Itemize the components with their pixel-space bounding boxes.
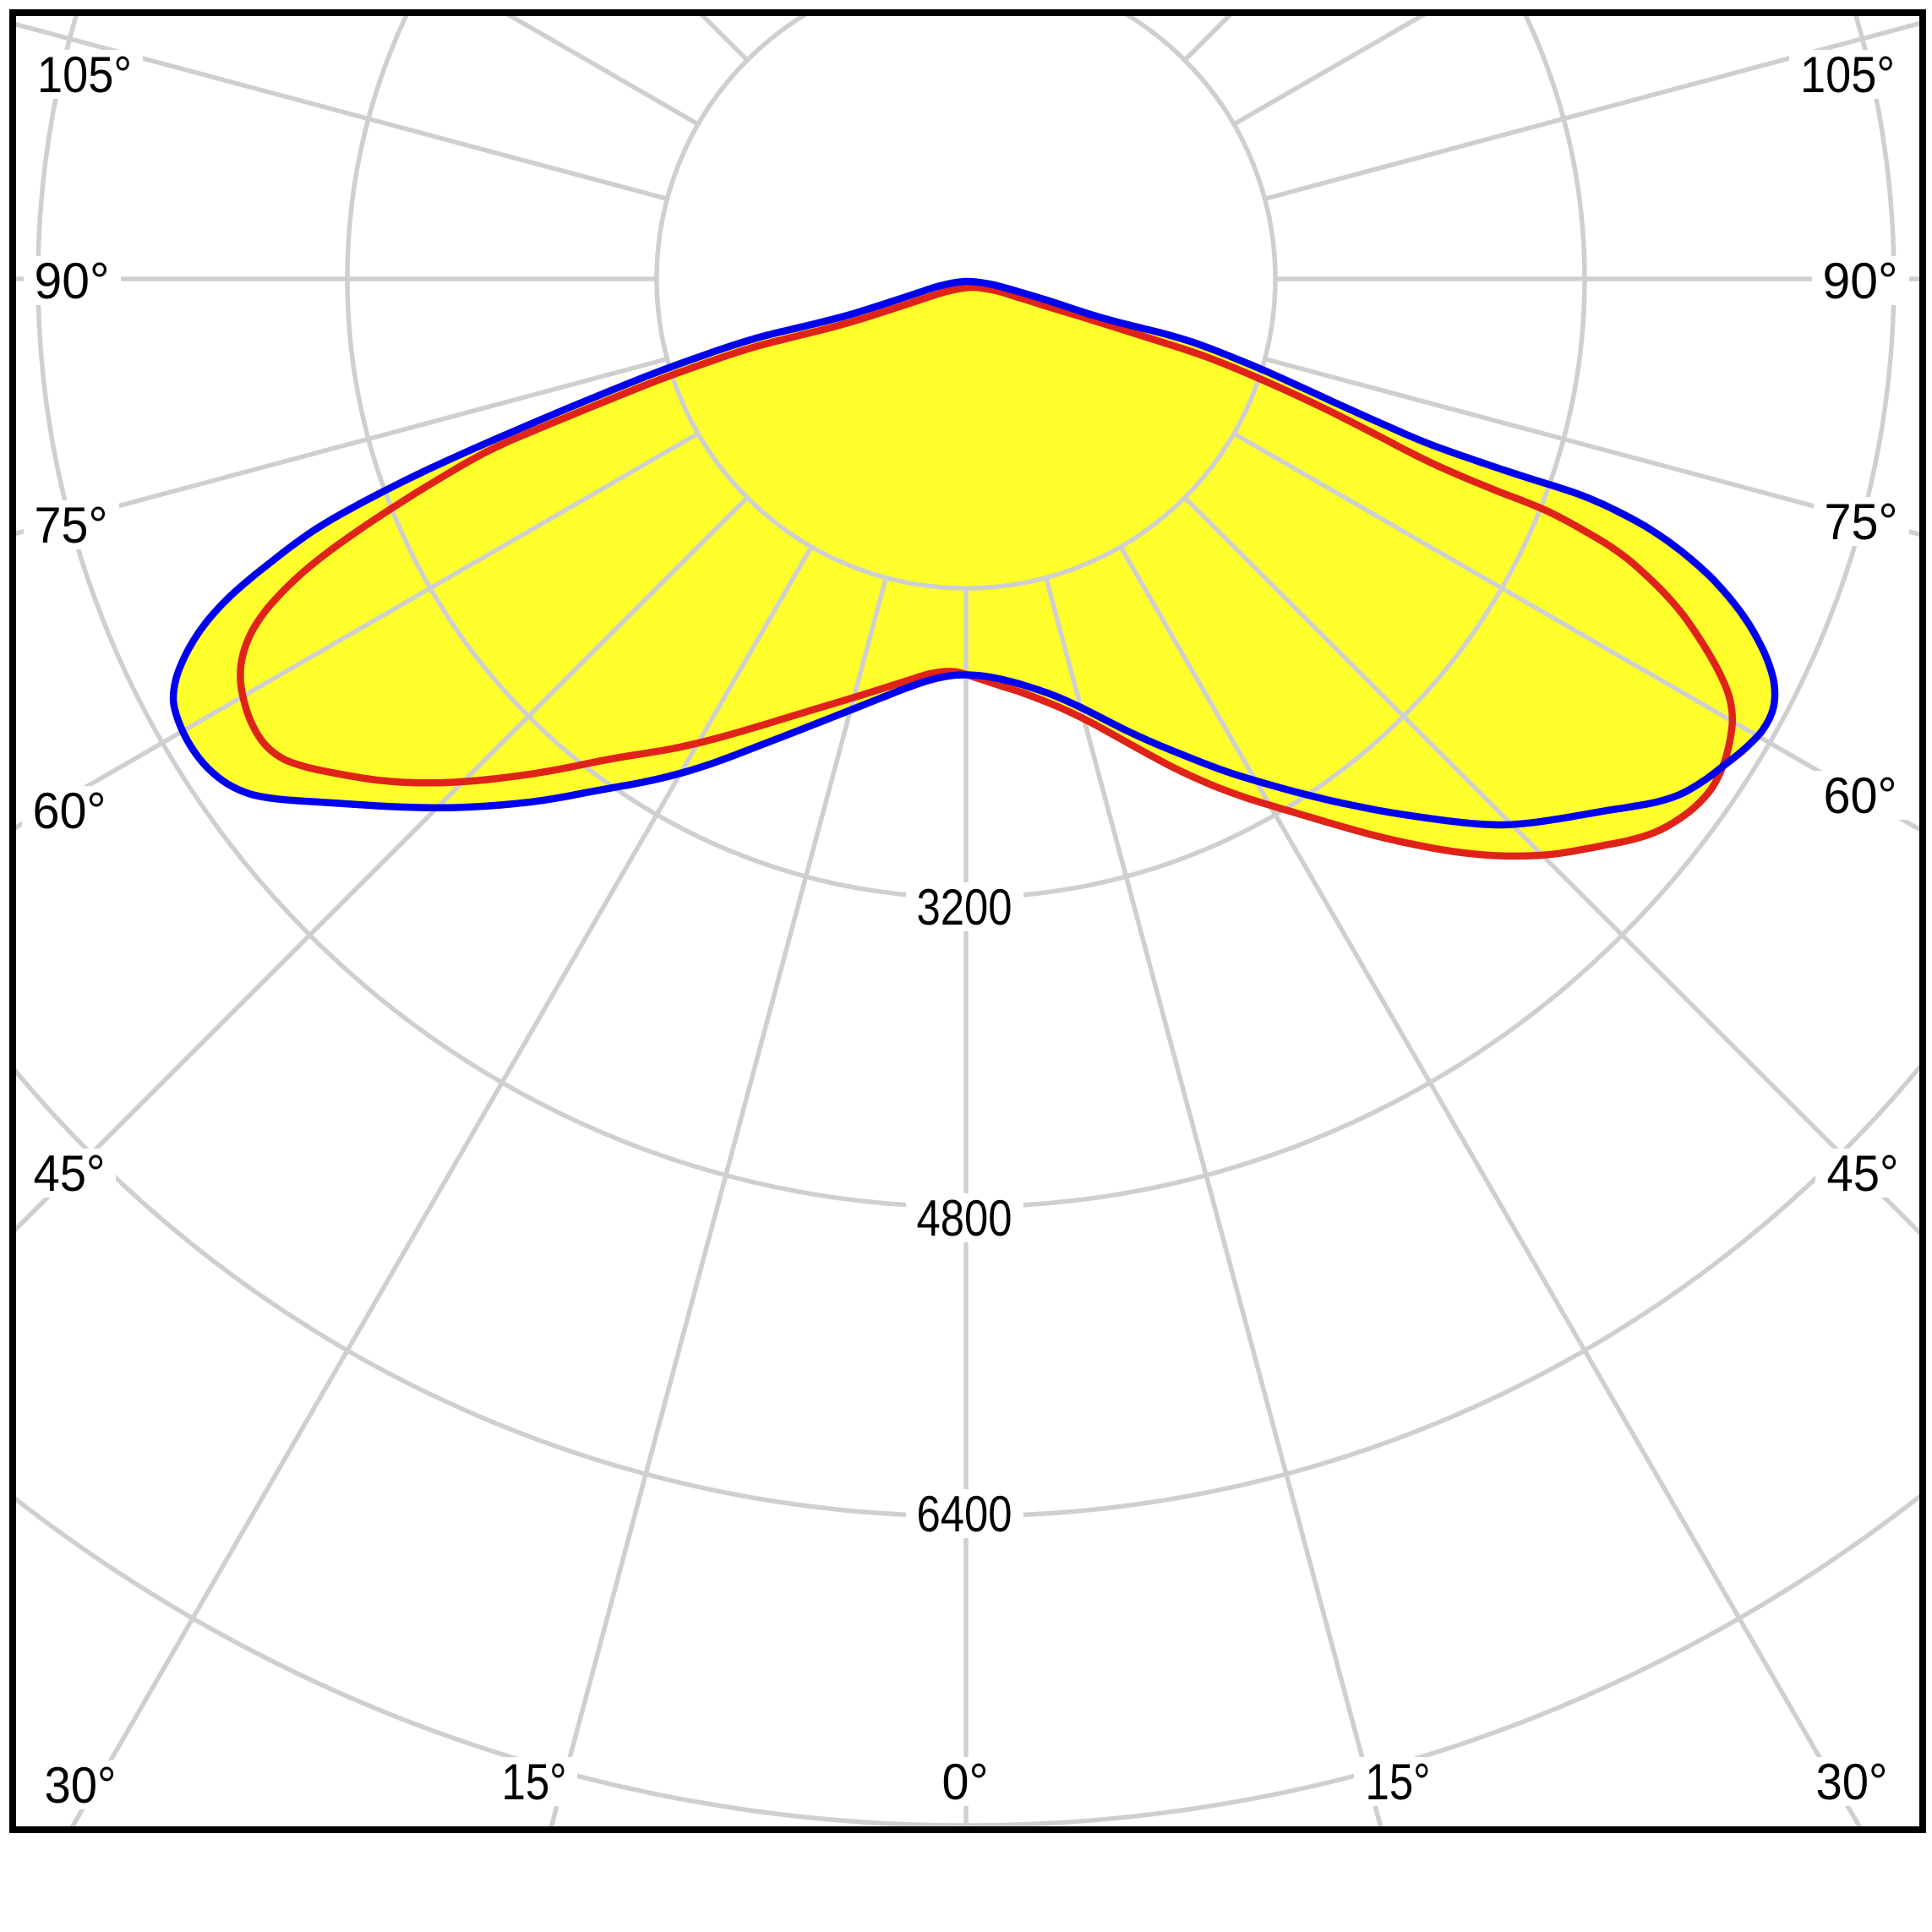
svg-text:75°: 75° xyxy=(1825,494,1898,550)
svg-text:45°: 45° xyxy=(34,1145,106,1202)
svg-text:90°: 90° xyxy=(1823,253,1898,309)
svg-text:90°: 90° xyxy=(35,253,110,309)
svg-text:4800: 4800 xyxy=(917,1190,1012,1247)
svg-text:30°: 30° xyxy=(1816,1754,1888,1810)
svg-text:75°: 75° xyxy=(35,497,108,554)
svg-text:15°: 15° xyxy=(502,1754,567,1810)
svg-text:60°: 60° xyxy=(1824,767,1897,824)
svg-text:60°: 60° xyxy=(33,783,106,839)
svg-text:105°: 105° xyxy=(1800,46,1895,103)
svg-text:45°: 45° xyxy=(1827,1145,1899,1202)
svg-text:6400: 6400 xyxy=(917,1486,1012,1542)
svg-text:30°: 30° xyxy=(45,1757,117,1814)
svg-text:15°: 15° xyxy=(1366,1754,1431,1810)
svg-text:3200: 3200 xyxy=(917,879,1012,936)
svg-text:105°: 105° xyxy=(37,46,132,103)
svg-text:0°: 0° xyxy=(942,1754,989,1810)
